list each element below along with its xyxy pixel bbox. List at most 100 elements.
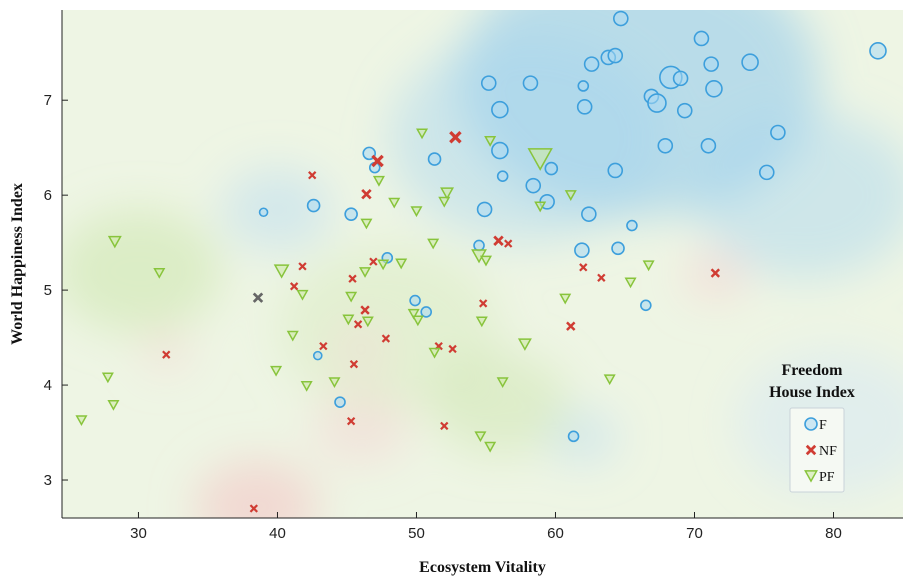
point-pf: [410, 206, 423, 218]
point-nf: [319, 341, 328, 351]
point-nf: [349, 359, 359, 369]
point-pf: [527, 148, 553, 171]
point-f: [473, 239, 485, 252]
point-pf: [395, 258, 408, 270]
legend-item-nf: NF: [805, 444, 837, 459]
x-tick-label: 30: [130, 525, 147, 542]
point-f: [700, 137, 717, 154]
point-f: [544, 161, 559, 176]
point-f: [581, 206, 597, 222]
background-blob: [430, 351, 570, 457]
x-tick-label: 60: [547, 525, 564, 542]
point-pf: [479, 255, 493, 267]
point-f: [334, 396, 346, 408]
point-f: [576, 99, 593, 115]
point-nf: [479, 299, 488, 308]
point-pf: [107, 235, 122, 249]
point-pf: [624, 277, 637, 289]
point-f: [480, 75, 497, 91]
data-points: [75, 10, 887, 513]
point-pf: [296, 289, 309, 301]
point-f: [583, 56, 600, 72]
point-nf: [504, 239, 513, 248]
point-pf: [273, 264, 290, 279]
series-f: [258, 10, 887, 443]
point-f: [613, 10, 629, 27]
point-f: [258, 207, 269, 218]
point-pf: [388, 197, 401, 209]
point-f: [574, 242, 590, 259]
legend-box: [789, 407, 845, 493]
background-blob: [221, 167, 334, 252]
point-f: [344, 207, 358, 221]
background-blob: [62, 208, 222, 334]
point-pf: [564, 190, 577, 201]
point-f: [491, 141, 509, 160]
background-blob: [194, 459, 320, 518]
point-nf: [348, 274, 357, 283]
y-tick-label: 7: [44, 92, 52, 109]
point-pf: [372, 175, 385, 187]
point-f: [611, 241, 625, 256]
point-f: [647, 93, 667, 113]
point-nf: [381, 334, 391, 343]
series-nf: [162, 130, 721, 513]
x-tick-label: 70: [686, 525, 703, 542]
point-pf: [360, 218, 373, 230]
point-pf: [328, 377, 341, 389]
background-blob: [694, 111, 903, 279]
point-pf: [427, 238, 440, 250]
point-pf: [342, 314, 355, 326]
point-nf: [440, 421, 449, 431]
background-blob: [684, 252, 746, 299]
point-nf: [371, 154, 384, 168]
point-nf: [298, 262, 307, 271]
point-pf: [359, 267, 372, 278]
background-blob: [312, 391, 410, 465]
point-f: [676, 102, 693, 119]
series-pf: [75, 128, 655, 453]
point-f: [741, 53, 759, 72]
y-tick-label: 4: [44, 377, 52, 394]
point-f: [657, 137, 674, 154]
background-blob: [144, 335, 189, 369]
point-nf: [353, 320, 363, 329]
x-tick-label: 80: [825, 525, 842, 542]
legend-title-line2: House Index: [769, 384, 855, 401]
point-f: [626, 219, 638, 232]
point-pf: [484, 441, 497, 453]
legend-label-f: F: [819, 418, 827, 433]
background-blob: [388, 33, 667, 243]
point-f: [607, 47, 624, 64]
x-tick-label: 50: [408, 525, 425, 542]
point-pf: [559, 293, 572, 305]
point-pf: [534, 201, 547, 213]
background-blob: [277, 244, 500, 412]
background-blob: [330, 324, 392, 371]
point-f: [869, 42, 887, 60]
axes: [61, 10, 903, 519]
point-nf: [597, 273, 606, 282]
legend-label-pf: PF: [819, 470, 835, 485]
point-pf: [345, 291, 358, 303]
point-pf: [407, 308, 420, 320]
point-nf: [579, 263, 588, 272]
point-pf: [428, 347, 441, 359]
point-nf: [710, 268, 721, 278]
y-tick-label: 3: [44, 472, 52, 489]
point-f: [672, 70, 689, 87]
point-nf: [493, 235, 504, 246]
legend-item-f: F: [804, 417, 827, 433]
point-pf: [411, 315, 424, 327]
point-nf: [449, 130, 462, 144]
y-tick-label: 6: [44, 187, 52, 204]
point-pf: [603, 374, 616, 386]
y-axis-ticks: 3 4 5 6 7: [44, 92, 68, 489]
point-other: [252, 292, 264, 303]
point-pf: [475, 316, 488, 328]
point-f: [770, 124, 786, 141]
point-nf: [361, 188, 372, 200]
point-nf: [289, 282, 299, 291]
point-pf: [361, 316, 374, 328]
